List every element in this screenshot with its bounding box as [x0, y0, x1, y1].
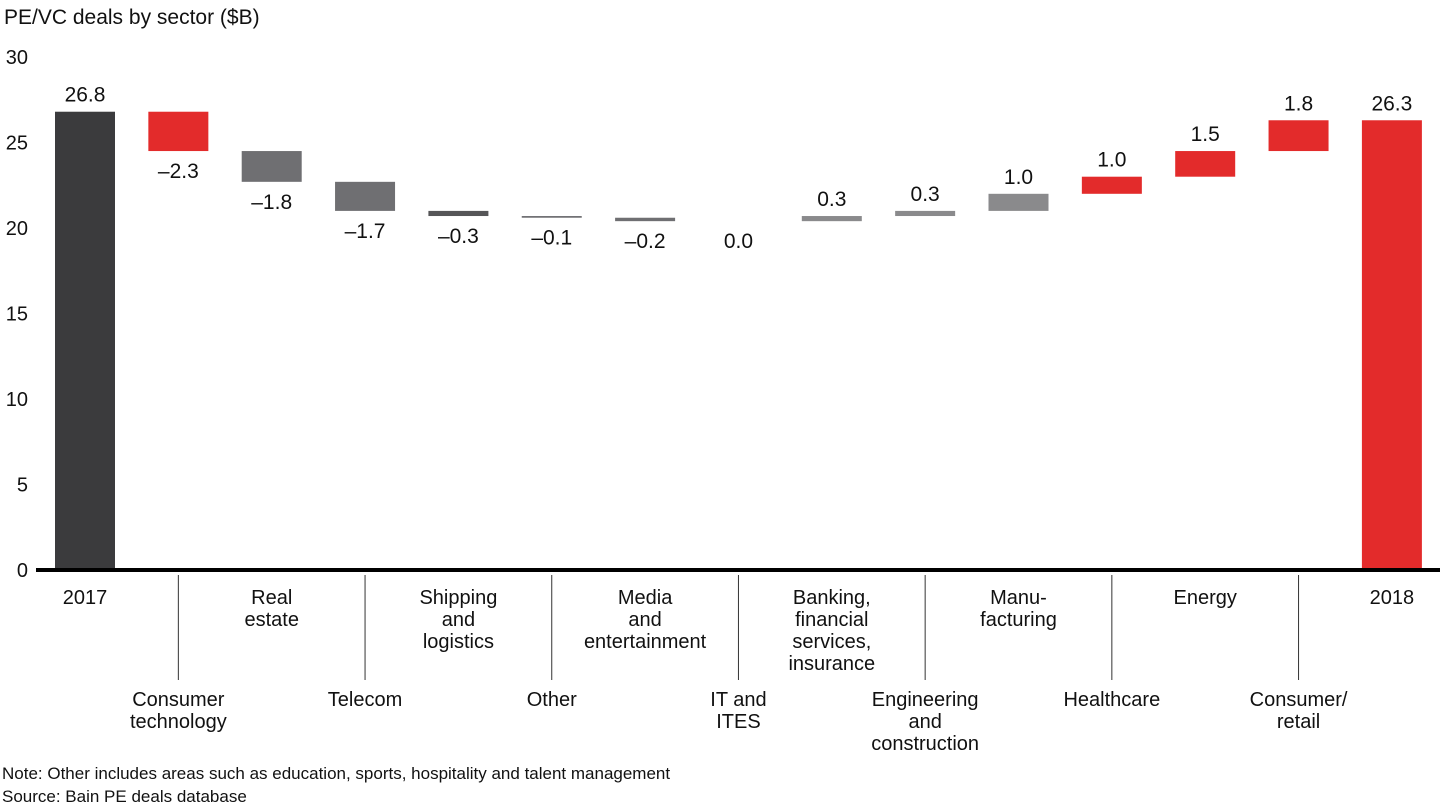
value-label: –0.2	[625, 230, 666, 253]
x-tick-label: estate	[244, 609, 298, 631]
x-tick-label: ITES	[716, 711, 760, 733]
value-label: 1.0	[1097, 149, 1126, 172]
note: Note: Other includes areas such as educa…	[2, 764, 670, 783]
bar	[55, 111, 115, 570]
y-tick-label: 25	[6, 133, 28, 155]
x-tick-label: facturing	[980, 609, 1057, 631]
bar	[521, 216, 582, 218]
value-label: –0.1	[531, 227, 572, 250]
x-tick-label: Consumer	[132, 689, 225, 711]
value-label: 26.3	[1371, 92, 1412, 115]
x-tick-label: Media	[618, 587, 673, 609]
x-tick-label: and	[908, 711, 941, 733]
x-tick-label: Real	[251, 587, 292, 609]
bar	[241, 151, 302, 182]
x-tick-label: Consumer/	[1250, 689, 1348, 711]
x-tick-label: and	[442, 609, 475, 631]
value-label: 0.3	[911, 183, 940, 206]
y-tick-label: 0	[17, 560, 28, 582]
x-tick-label: financial	[795, 609, 868, 631]
bar	[148, 111, 209, 152]
x-tick-label: insurance	[788, 653, 875, 675]
y-tick-label: 20	[6, 218, 28, 240]
x-tick-label: entertainment	[584, 631, 707, 653]
x-tick-label: retail	[1277, 711, 1320, 733]
bar	[895, 210, 956, 217]
x-tick-label: Healthcare	[1063, 689, 1160, 711]
source: Source: Bain PE deals database	[2, 787, 247, 806]
x-tick-label: Manu-	[990, 587, 1047, 609]
x-tick-label: Energy	[1174, 587, 1237, 609]
x-tick-label: technology	[130, 711, 227, 733]
value-label: 1.8	[1284, 92, 1313, 115]
value-label: 26.8	[65, 84, 106, 107]
bar	[428, 210, 489, 217]
bar	[1175, 151, 1236, 177]
x-tick-label: services,	[792, 631, 871, 653]
y-tick-label: 5	[17, 475, 28, 497]
value-label: 1.0	[1004, 166, 1033, 189]
value-label: –0.3	[438, 225, 479, 248]
x-tick-label: 2018	[1370, 587, 1415, 609]
value-label: 1.5	[1191, 123, 1220, 146]
x-tick-label: Shipping	[419, 587, 497, 609]
bar	[1081, 176, 1142, 194]
x-tick-label: construction	[871, 733, 979, 755]
bar	[615, 217, 676, 222]
bar	[1268, 120, 1329, 152]
y-tick-label: 10	[6, 389, 28, 411]
x-tick-label: Banking,	[793, 587, 871, 609]
x-tick-label: and	[628, 609, 661, 631]
value-label: –1.7	[345, 220, 386, 243]
value-label: 0.0	[724, 230, 753, 253]
chart-title: PE/VC deals by sector ($B)	[4, 6, 260, 29]
bar	[335, 181, 396, 211]
value-label: –2.3	[158, 160, 199, 183]
bar	[1361, 120, 1422, 571]
x-tick-label: Engineering	[872, 689, 979, 711]
y-tick-label: 30	[6, 47, 28, 69]
x-tick-label: Other	[527, 689, 577, 711]
y-tick-label: 15	[6, 304, 28, 326]
bar	[988, 193, 1049, 211]
value-label: 0.3	[817, 188, 846, 211]
x-tick-label: 2017	[63, 587, 108, 609]
value-label: –1.8	[251, 191, 292, 214]
x-tick-label: Telecom	[328, 689, 402, 711]
bar	[801, 216, 862, 222]
x-tick-label: logistics	[423, 631, 494, 653]
x-tick-label: IT and	[710, 689, 766, 711]
